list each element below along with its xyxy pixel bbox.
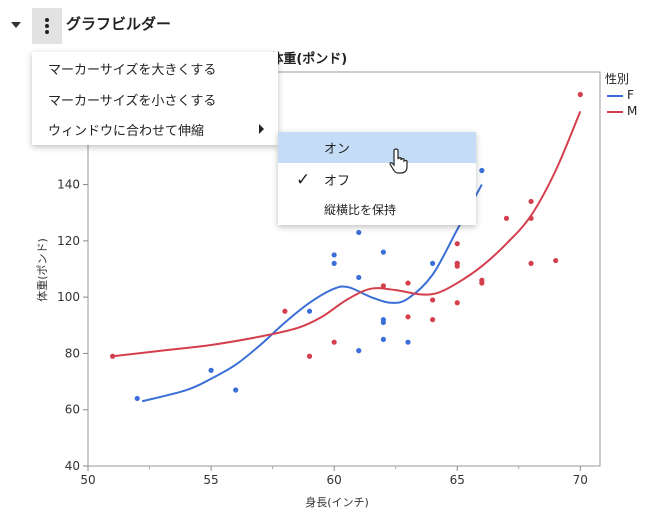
legend-item-m: M: [607, 104, 637, 118]
more-options-button[interactable]: [32, 8, 62, 44]
checkmark-icon: ✓: [296, 170, 311, 190]
legend-title: 性別: [605, 72, 630, 86]
data-point-m: [430, 297, 436, 303]
y-tick-label: 140: [57, 178, 80, 192]
data-point-m: [405, 280, 411, 286]
data-point-f: [233, 387, 239, 393]
menu-item-increase-marker[interactable]: マーカーサイズを大きくする: [48, 63, 217, 78]
data-point-m: [380, 283, 386, 289]
submenu-item-off[interactable]: オフ: [324, 174, 351, 189]
data-point-m: [454, 241, 460, 247]
data-point-m: [430, 317, 436, 323]
data-point-f: [380, 319, 386, 326]
x-tick-label: 55: [203, 473, 218, 487]
data-point-f: [380, 336, 386, 342]
y-tick-label: 100: [57, 290, 80, 304]
data-point-f: [331, 252, 337, 258]
data-point-m: [454, 260, 460, 266]
data-point-f: [356, 229, 362, 236]
y-tick-label: 120: [57, 234, 80, 248]
data-point-m: [306, 353, 313, 359]
submenu-item-keep-aspect[interactable]: 縦横比を保持: [324, 203, 397, 217]
y-axis-label: 体重(ポンド): [35, 238, 49, 302]
data-point-f: [208, 367, 214, 373]
smoother-line-f: [141, 184, 483, 403]
collapse-triangle-icon[interactable]: [11, 22, 21, 28]
data-point-m: [528, 215, 534, 221]
data-point-m: [528, 260, 534, 266]
data-point-m: [110, 353, 116, 359]
data-point-m: [528, 198, 534, 205]
data-point-m: [405, 314, 411, 320]
smoother-line-m: [112, 111, 582, 358]
x-tick-label: 65: [450, 473, 465, 487]
menu-item-decrease-marker[interactable]: マーカーサイズを小さくする: [48, 94, 217, 109]
data-point-f: [356, 348, 362, 354]
data-point-m: [454, 300, 460, 306]
data-point-f: [356, 274, 362, 281]
data-point-f: [331, 260, 337, 266]
data-point-f: [405, 339, 411, 345]
data-point-m: [331, 339, 337, 345]
data-point-m: [479, 280, 485, 286]
x-tick-label: 70: [573, 473, 588, 487]
plot-frame: [87, 71, 601, 467]
hand-cursor-icon: [389, 148, 408, 174]
menu-item-fit-window[interactable]: ウィンドウに合わせて伸縮: [48, 124, 205, 139]
y-tick-label: 80: [65, 346, 80, 360]
y-tick-label: 60: [65, 403, 80, 417]
data-point-f: [134, 395, 140, 402]
data-point-f: [479, 167, 485, 174]
x-tick-label: 50: [80, 473, 95, 487]
data-point-m: [553, 257, 559, 264]
context-menu: マーカーサイズを大きくする マーカーサイズを小さくする ウィンドウに合わせて伸縮: [32, 52, 278, 145]
y-tick-label: 40: [65, 459, 80, 473]
submenu-item-on[interactable]: オン: [324, 142, 351, 157]
data-point-m: [282, 308, 288, 314]
data-point-f: [380, 249, 386, 255]
x-axis-label: 身長(インチ): [305, 495, 369, 509]
data-point-m: [577, 91, 583, 98]
data-point-m: [503, 215, 510, 221]
data-point-f: [430, 260, 436, 266]
legend-item-f: F: [607, 88, 634, 102]
data-point-f: [306, 308, 313, 314]
x-tick-label: 60: [327, 473, 342, 487]
submenu: オン ✓ オフ 縦横比を保持: [278, 132, 476, 225]
panel-title: グラフビルダー: [66, 15, 172, 33]
submenu-arrow-icon: [259, 124, 264, 134]
submenu-highlight: [278, 132, 476, 163]
